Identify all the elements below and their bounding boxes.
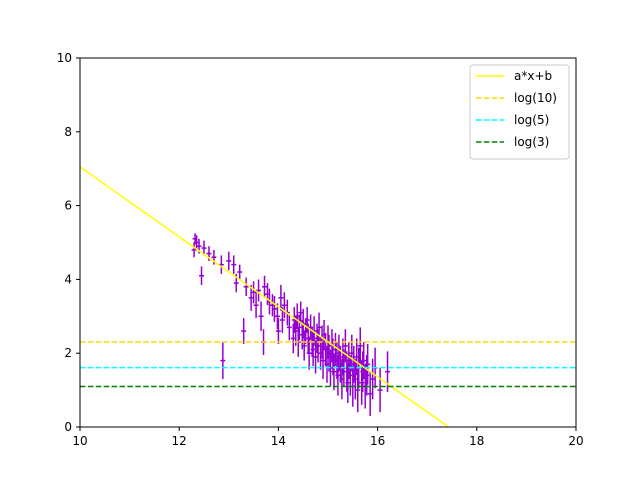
errorbar-point <box>298 301 304 324</box>
errorbar-point <box>385 351 390 392</box>
errorbar-point <box>274 303 280 330</box>
errorbar-point <box>301 331 307 361</box>
y-tick-label: 2 <box>64 346 72 360</box>
errorbar-point <box>347 355 353 396</box>
legend-box <box>469 64 570 160</box>
errorbar-point <box>258 301 264 332</box>
errorbar-point <box>199 266 204 285</box>
errorbar-point <box>271 296 277 322</box>
errorbar-point <box>320 342 326 380</box>
errorbar-point <box>262 275 267 298</box>
errorbar-point <box>361 342 367 380</box>
errorbar-point <box>243 277 249 297</box>
legend: a*x+b log(10) log(5) log(3) <box>469 64 570 160</box>
errorbar-point <box>231 255 237 274</box>
y-tick-label: 6 <box>64 199 72 213</box>
errorbar-point <box>281 292 287 319</box>
errorbar-point <box>296 314 302 341</box>
legend-label: a*x+b <box>514 69 552 83</box>
errorbar-point <box>248 284 254 311</box>
x-tick-label: 14 <box>271 434 286 448</box>
errorbar-point <box>194 235 200 250</box>
errorbar-point <box>290 323 296 354</box>
x-tick-label: 18 <box>469 434 484 448</box>
errorbar-point <box>275 318 281 344</box>
errorbar-point <box>191 242 197 258</box>
errorbar-point <box>365 343 371 385</box>
errorbar-point <box>279 307 285 333</box>
errorbar-point <box>377 367 383 413</box>
errorbar-point <box>355 367 361 413</box>
errorbar-point <box>335 355 341 396</box>
x-tick-label: 20 <box>568 434 583 448</box>
errorbar-point <box>220 342 226 380</box>
y-tick-label: 8 <box>64 125 72 139</box>
ticks-layer: 10 12 14 16 18 20 0 2 4 6 8 10 <box>57 51 584 448</box>
y-tick-label: 4 <box>64 272 72 286</box>
errorbar-point <box>253 292 259 319</box>
y-tick-label: 10 <box>57 51 72 65</box>
legend-label: log(3) <box>514 135 549 149</box>
errorbar-point <box>201 240 207 256</box>
errorbar-point <box>286 314 292 341</box>
errorbar-point <box>251 281 257 304</box>
x-tick-label: 16 <box>370 434 385 448</box>
errorbar-point <box>370 358 376 400</box>
x-tick-label: 12 <box>172 434 187 448</box>
errorbar-point <box>237 264 243 280</box>
errorbar-point <box>304 307 310 333</box>
errorbar-point <box>226 251 232 271</box>
errorbar-point <box>342 329 348 363</box>
errorbar-point <box>293 316 299 346</box>
x-tick-label: 10 <box>72 434 87 448</box>
errorbar-point <box>316 312 322 343</box>
errorbar-point <box>345 362 351 404</box>
errorbar-point <box>310 332 316 367</box>
errorbar-point <box>352 358 358 400</box>
errorbar-point <box>357 327 363 365</box>
errorbar-point <box>241 318 247 344</box>
legend-label: log(5) <box>514 113 549 127</box>
data-layer <box>80 166 576 427</box>
errorbar-point <box>278 284 284 311</box>
y-tick-label: 0 <box>64 420 72 434</box>
errorbar-point <box>256 279 262 302</box>
legend-label: log(10) <box>514 91 557 105</box>
axes-frame <box>79 57 577 428</box>
series-line <box>80 166 449 427</box>
errorbar-point <box>331 353 337 391</box>
